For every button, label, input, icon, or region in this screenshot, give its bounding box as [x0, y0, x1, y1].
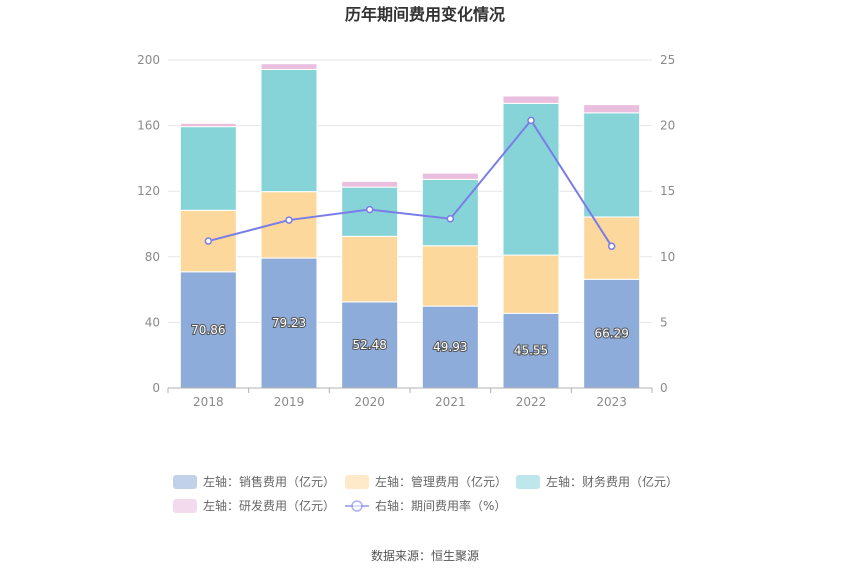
- rate-point[interactable]: [527, 116, 535, 125]
- bar-value-label: 79.23: [272, 316, 306, 330]
- left-tick-label: 40: [145, 315, 160, 329]
- legend-swatch: [173, 499, 197, 513]
- bars: [179, 63, 641, 389]
- bar-segment[interactable]: [260, 257, 318, 389]
- right-tick-label: 5: [660, 315, 668, 329]
- bar-segment[interactable]: [502, 102, 560, 256]
- data-labels: 70.86 79.23 52.48 49.93 45.55 66.29: [190, 315, 630, 359]
- x-tick-label: 2020: [354, 395, 385, 409]
- legend-swatch: [516, 475, 540, 489]
- legend-marker: [351, 500, 363, 512]
- bar-value-label: 49.93: [433, 340, 467, 354]
- rate-line: [204, 116, 616, 251]
- bar-segment[interactable]: [421, 245, 479, 307]
- legend[interactable]: 左轴：销售费用（亿元） 左轴：管理费用（亿元） 左轴：财务费用（亿元） 左轴：研发费用…: [173, 474, 678, 513]
- bar-segment[interactable]: [179, 126, 237, 211]
- bar-value-label: 45.55: [514, 344, 548, 358]
- legend-item[interactable]: 左轴：研发费用（亿元）: [173, 498, 335, 513]
- legend-label: 右轴：期间费用率（%）: [375, 498, 506, 513]
- left-tick-label: 200: [137, 53, 160, 67]
- bar-segment[interactable]: [421, 305, 479, 389]
- left-tick-label: 80: [145, 250, 160, 264]
- legend-item[interactable]: 左轴：销售费用（亿元）: [173, 474, 335, 489]
- left-tick-label: 0: [152, 381, 160, 395]
- right-tick-label: 10: [660, 250, 675, 264]
- legend-item[interactable]: 左轴：管理费用（亿元）: [345, 474, 507, 489]
- bar-segment[interactable]: [421, 178, 479, 247]
- bar-segment[interactable]: [341, 235, 399, 303]
- rate-line-path: [208, 118, 613, 247]
- bar-value-label: 52.48: [352, 338, 386, 352]
- bar-value-label: 66.29: [594, 327, 628, 341]
- right-tick-label: 0: [660, 381, 668, 395]
- grid-lines: [168, 59, 652, 389]
- x-tick-label: 2018: [193, 395, 224, 409]
- rate-point[interactable]: [204, 237, 213, 245]
- bar-segment[interactable]: [341, 301, 399, 389]
- x-tick-label: 2022: [516, 395, 547, 409]
- x-tick-label: 2019: [274, 395, 305, 409]
- bar-segment[interactable]: [341, 180, 399, 188]
- bar-segment[interactable]: [260, 63, 318, 70]
- x-tick-label: 2023: [596, 395, 627, 409]
- left-tick-label: 160: [137, 119, 160, 133]
- bar-value-label: 70.86: [191, 323, 225, 337]
- bar-segment[interactable]: [421, 172, 479, 180]
- right-tick-label: 25: [660, 53, 675, 67]
- left-tick-label: 120: [137, 184, 160, 198]
- source-text: 数据来源：恒生聚源: [371, 548, 479, 563]
- chart-title: 历年期间费用变化情况: [345, 5, 505, 24]
- legend-item[interactable]: 右轴：期间费用率（%）: [345, 498, 506, 513]
- axes: 0 40 80 120 160 200 0 5 10 15 20 25 2018 2019 2020 2021…: [137, 53, 675, 409]
- legend-swatch: [345, 475, 369, 489]
- rate-point[interactable]: [446, 215, 455, 223]
- bar-segment[interactable]: [502, 254, 560, 314]
- rate-point[interactable]: [607, 242, 616, 251]
- rate-point[interactable]: [285, 216, 293, 224]
- legend-swatch: [173, 475, 197, 489]
- bar-segment[interactable]: [583, 104, 641, 114]
- bar-segment[interactable]: [260, 68, 318, 193]
- bar-segment[interactable]: [502, 312, 560, 389]
- rate-point[interactable]: [365, 205, 374, 214]
- bar-segment[interactable]: [179, 122, 237, 128]
- right-tick-label: 15: [660, 184, 675, 198]
- legend-item[interactable]: 左轴：财务费用（亿元）: [516, 474, 678, 489]
- x-tick-label: 2021: [435, 395, 466, 409]
- bar-segment[interactable]: [583, 112, 641, 218]
- legend-label: 左轴：研发费用（亿元）: [203, 498, 335, 513]
- legend-label: 左轴：管理费用（亿元）: [375, 474, 507, 489]
- right-tick-label: 20: [660, 119, 675, 133]
- legend-label: 左轴：财务费用（亿元）: [546, 474, 678, 489]
- legend-label: 左轴：销售费用（亿元）: [203, 474, 335, 489]
- bar-segment[interactable]: [502, 95, 560, 104]
